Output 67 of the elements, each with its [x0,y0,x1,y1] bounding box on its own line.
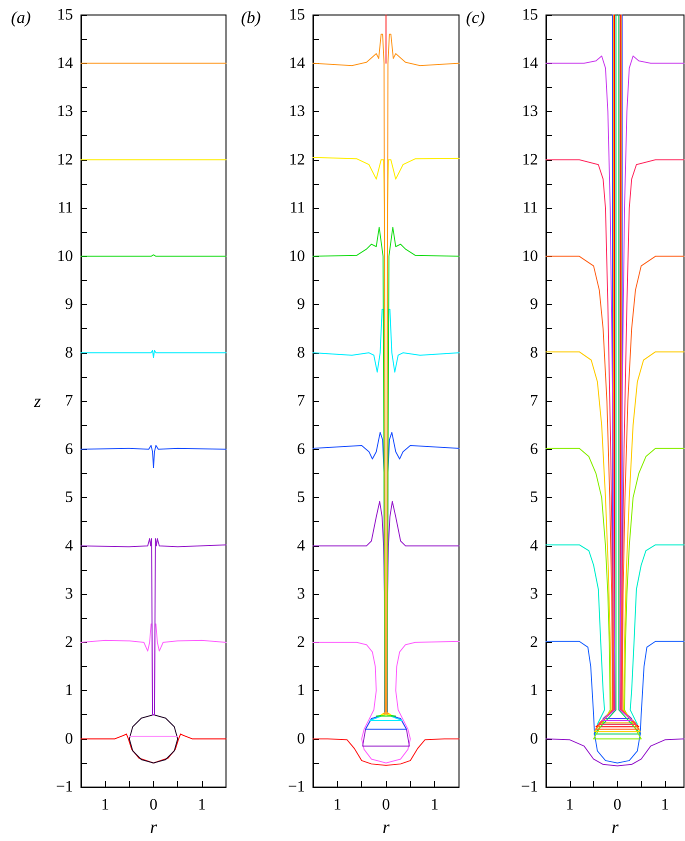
y-tick-label: 13 [289,103,305,120]
y-tick-label: 6 [530,440,538,458]
x-tick-label: 1 [333,796,342,814]
y-tick-label: 5 [530,489,538,506]
y-tick-label: 12 [57,151,73,168]
x-tick-label: 1 [660,796,669,814]
y-tick-label: 2 [65,634,73,651]
y-tick-label: 3 [297,586,305,603]
y-tick-label: −1 [288,778,305,796]
y-tick-label: 6 [65,440,73,458]
y-tick-label: 11 [58,200,73,217]
y-tick-label: 15 [522,6,538,24]
y-tick-label: 4 [530,537,538,554]
y-tick-label: 5 [65,489,73,506]
y-tick-label: 8 [297,344,305,362]
y-tick-label: 2 [297,634,305,651]
chart-title: (c) [466,8,486,27]
y-tick-label: 2 [530,634,538,651]
x-tick-label: 0 [382,796,390,814]
y-tick-label: 8 [65,344,73,362]
y-tick-label: 9 [297,296,305,314]
y-tick-label: 13 [522,103,538,120]
y-tick-label: 10 [57,248,73,265]
x-tick-label: 1 [430,796,439,814]
y-tick-label: −1 [56,778,73,796]
x-tick-label: 0 [150,796,158,814]
y-tick-label: 4 [65,537,73,554]
y-tick-label: 3 [530,586,538,603]
chart-title: (a) [11,8,32,27]
y-tick-label: 8 [530,344,538,362]
y-tick-label: 15 [57,6,73,24]
y-tick-label: 0 [65,730,73,748]
y-axis-title: z [32,391,41,412]
y-tick-label: 14 [57,54,73,72]
x-tick-label: 1 [101,796,110,814]
y-tick-label: 12 [289,151,305,168]
x-tick-label: 1 [198,796,206,814]
y-tick-label: 7 [297,392,305,410]
y-tick-label: 0 [297,730,305,748]
x-axis-title: r [382,817,390,837]
y-tick-label: 4 [297,537,305,554]
x-tick-label: 0 [613,796,622,814]
y-tick-label: 14 [289,54,305,72]
y-tick-label: 0 [530,730,538,748]
y-tick-label: 3 [65,586,73,603]
y-tick-label: 1 [65,682,73,700]
y-tick-label: 13 [57,103,73,120]
x-axis-title: r [611,817,620,837]
x-tick-label: 1 [566,796,574,814]
y-tick-label: −1 [520,778,538,796]
y-tick-label: 5 [297,489,305,506]
y-tick-label: 11 [290,200,305,217]
y-tick-label: 10 [522,248,538,265]
y-tick-label: 1 [530,682,538,700]
chart-title: (b) [241,8,262,27]
y-tick-label: 1 [297,682,305,700]
x-axis-title: r [150,817,158,837]
y-tick-label: 6 [297,440,305,458]
y-tick-label: 7 [530,392,538,410]
y-tick-label: 10 [289,248,305,265]
y-tick-label: 11 [522,200,538,217]
y-tick-label: 7 [65,392,73,410]
y-tick-label: 14 [522,54,538,72]
y-tick-label: 9 [530,296,538,314]
y-tick-label: 9 [65,296,73,314]
y-tick-label: 12 [522,151,538,168]
y-tick-label: 15 [289,6,305,24]
